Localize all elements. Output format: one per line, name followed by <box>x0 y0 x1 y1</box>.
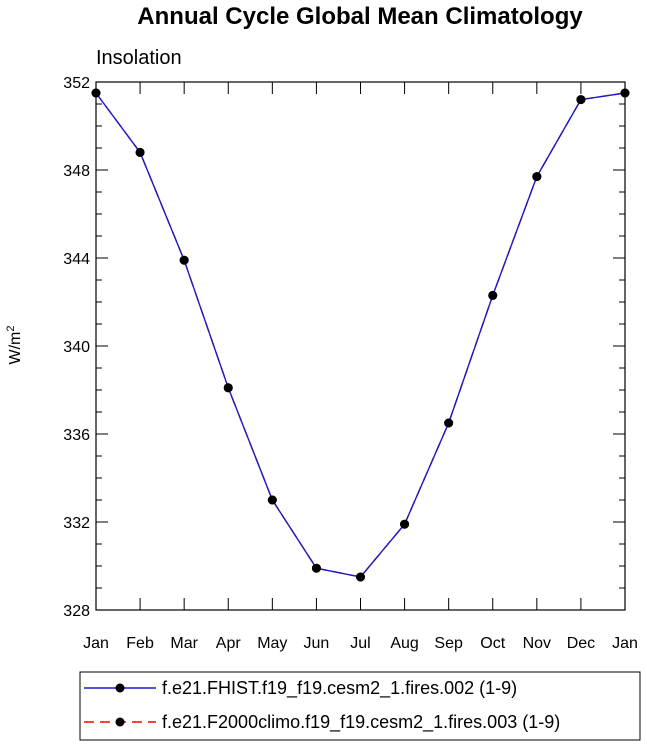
legend: f.e21.FHIST.f19_f19.cesm2_1.fires.002 (1… <box>79 671 641 741</box>
series-1-point <box>576 95 586 105</box>
series-1-point <box>179 255 189 265</box>
y-tick-label: 348 <box>63 163 90 180</box>
x-tick-label: Feb <box>126 635 154 652</box>
legend-marker-2 <box>115 717 125 727</box>
plot-area: 328 332 336 340 344 348 352 Jan Feb Mar Apr May Jun… <box>63 75 638 652</box>
x-tick-label: Sep <box>434 635 463 652</box>
y-tick-label: 328 <box>63 603 90 620</box>
y-tick-label: 340 <box>63 339 90 356</box>
series-1-point <box>444 418 454 428</box>
y-tick-label: 352 <box>63 75 90 92</box>
y-tick-labels: 328 332 336 340 344 348 352 <box>63 75 90 620</box>
legend-items: f.e21.FHIST.f19_f19.cesm2_1.fires.002 (1… <box>84 678 560 733</box>
series-1 <box>91 88 630 582</box>
legend-label-2: f.e21.F2000climo.f19_f19.cesm2_1.fires.0… <box>162 712 560 733</box>
x-tick-labels: Jan Feb Mar Apr May Jun Jul Aug Sep Oct Nov Dec Jan <box>83 635 638 652</box>
series-1-point <box>620 88 630 98</box>
series-1-point <box>91 88 101 98</box>
series-1-line <box>95 92 626 578</box>
x-tick-label: Jul <box>350 635 370 652</box>
y-axis-label-text: W/m <box>7 332 24 365</box>
legend-label-1: f.e21.FHIST.f19_f19.cesm2_1.fires.002 (1… <box>162 678 517 699</box>
series-1-point <box>488 290 498 300</box>
series-1-point <box>135 147 145 157</box>
x-tick-label: Mar <box>170 635 198 652</box>
series-1-point <box>532 172 542 182</box>
axis-ticks <box>95 81 626 611</box>
y-tick-label: 336 <box>63 427 90 444</box>
x-tick-label: Dec <box>567 635 595 652</box>
x-tick-label: Oct <box>480 635 505 652</box>
chart-title: Annual Cycle Global Mean Climatology <box>137 3 583 30</box>
series-1-point <box>267 495 277 505</box>
series-1-point <box>311 563 321 573</box>
legend-item-2: f.e21.F2000climo.f19_f19.cesm2_1.fires.0… <box>84 712 560 733</box>
series-1-point <box>400 519 410 529</box>
x-tick-label: Apr <box>216 635 242 652</box>
y-tick-label: 344 <box>63 251 90 268</box>
x-tick-label: Nov <box>523 635 551 652</box>
series-2-line <box>95 92 626 578</box>
series-1-point <box>356 572 365 582</box>
y-axis-label: W/m2 <box>5 326 24 365</box>
legend-box <box>79 671 641 741</box>
x-tick-label: Jan <box>83 635 109 652</box>
legend-marker-1 <box>115 683 125 693</box>
x-tick-label: May <box>257 635 287 652</box>
series-2 <box>91 88 630 582</box>
y-axis-label-superscript: 2 <box>5 326 17 332</box>
legend-item-1: f.e21.FHIST.f19_f19.cesm2_1.fires.002 (1… <box>84 678 517 699</box>
x-tick-label: Aug <box>390 635 418 652</box>
series-layer <box>91 88 630 582</box>
series-1-point <box>223 383 233 393</box>
chart-subtitle: Insolation <box>96 47 182 69</box>
x-tick-label: Jan <box>612 635 638 652</box>
x-tick-label: Jun <box>304 635 330 652</box>
y-tick-label: 332 <box>63 515 90 532</box>
